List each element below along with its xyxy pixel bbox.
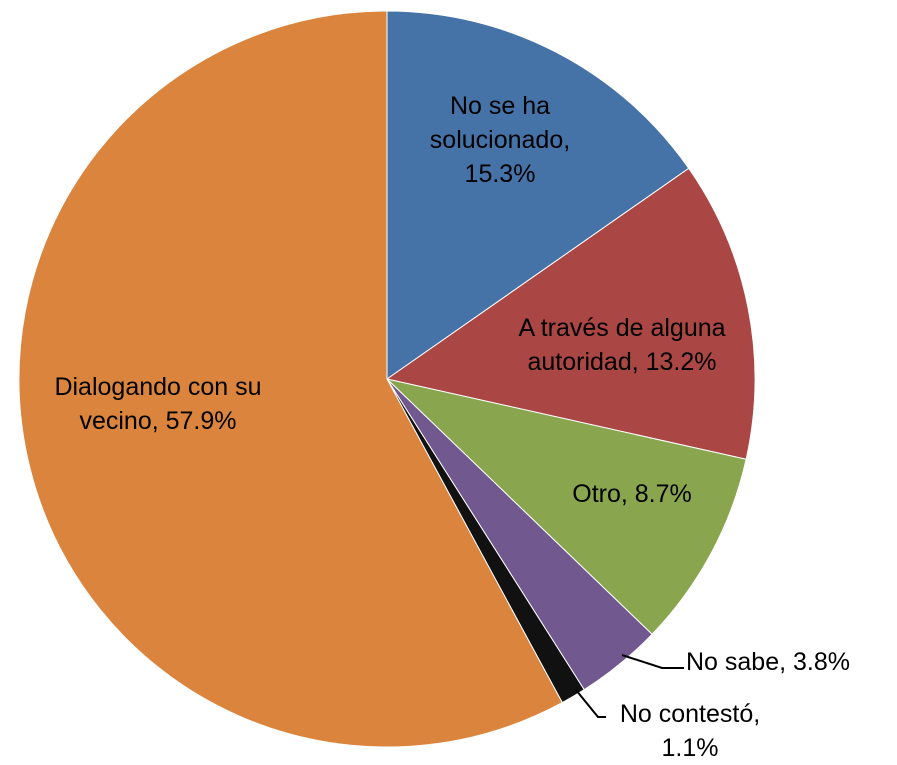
data-label: No se ha solucionado, 15.3% [429, 92, 571, 188]
data-label: Dialogando con su vecino, 57.9% [54, 373, 262, 435]
pie-slice [386, 10, 690, 380]
pie-slice [385, 378, 747, 635]
data-label: A través de alguna autoridad, 13.2% [518, 314, 726, 376]
leader-line [575, 689, 606, 718]
pie-slice [385, 167, 756, 460]
pie-slice [18, 10, 563, 748]
data-label: No contestó, 1.1% [619, 700, 761, 762]
leader-line [621, 654, 684, 669]
data-label: No sabe, 3.8% [686, 648, 850, 676]
data-label: Otro, 8.7% [572, 480, 692, 508]
